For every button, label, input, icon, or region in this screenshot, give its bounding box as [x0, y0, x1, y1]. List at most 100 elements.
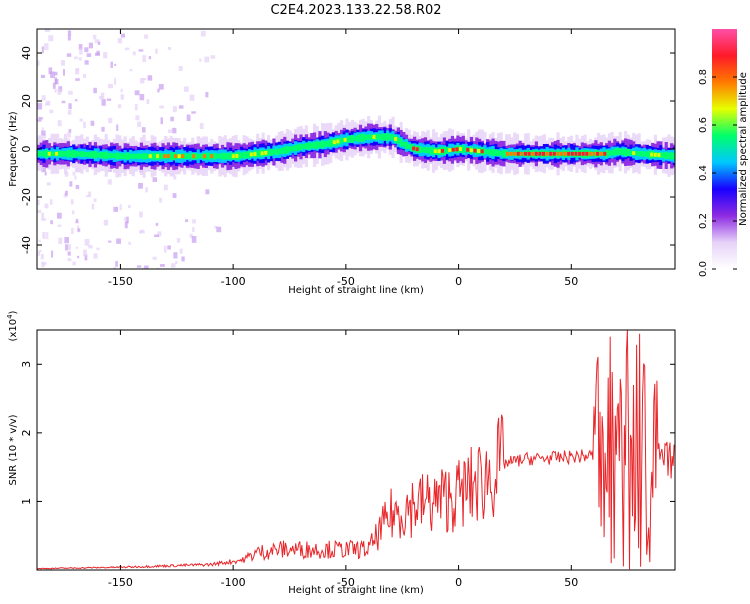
heatmap-cell [193, 168, 197, 173]
heatmap-cell [248, 151, 252, 159]
heatmap-cell [672, 152, 675, 160]
y-tick-label: 20 [20, 94, 33, 108]
heatmap-cell [429, 146, 433, 155]
heatmap-cell [189, 94, 195, 101]
heatmap-cell [140, 229, 144, 233]
colorbar-tick-label: 0.2 [698, 213, 709, 229]
heatmap-cell [120, 153, 125, 159]
heatmap-cell [431, 147, 436, 155]
y-tick-label: 1 [20, 498, 33, 505]
heatmap-cell [46, 232, 49, 240]
heatmap-cell [138, 182, 143, 189]
heatmap-cell [123, 153, 127, 160]
heatmap-cell [131, 153, 135, 159]
heatmap-cell [229, 152, 233, 160]
x-tick-label: 50 [564, 275, 578, 288]
figure-title: C2E4.2023.133.22.58.R02 [270, 3, 441, 18]
spectrogram-panel: -150 -100 -50 0 50 -40 -20 0 20 40 Height of strai… [8, 28, 676, 296]
heatmap-cell [661, 152, 666, 159]
heatmap-cell [183, 153, 187, 160]
y-tick-label: 3 [20, 361, 33, 368]
heatmap-cell [157, 88, 160, 93]
heatmap-cell [642, 151, 647, 157]
heatmap-cell [391, 134, 395, 141]
heatmap-cell [549, 151, 553, 156]
heatmap-cell [527, 151, 531, 156]
heatmap-cell [494, 149, 498, 156]
heatmap-cell [185, 219, 189, 223]
x-axis-label: Height of straight line (km) [288, 285, 424, 296]
heatmap-cell [147, 75, 153, 81]
heatmap-cell [134, 90, 140, 96]
heatmap-cell [407, 144, 411, 149]
heatmap-cell [84, 254, 88, 261]
heatmap-cell [361, 133, 365, 142]
heatmap-cell [66, 150, 70, 158]
heatmap-cell [75, 78, 80, 81]
heatmap-cell [52, 82, 56, 89]
heatmap-cell [113, 266, 117, 269]
heatmap-cell [104, 151, 108, 160]
heatmap-cell [51, 250, 54, 258]
heatmap-cell [315, 141, 319, 149]
heatmap-cell [563, 151, 567, 156]
heatmap-cell [348, 136, 352, 143]
colorbar: 0.0 0.2 0.4 0.6 0.8 Normalized spectral ampli… [698, 29, 749, 277]
heatmap-cell [323, 141, 327, 147]
heatmap-cell [176, 238, 181, 243]
heatmap-cell [552, 151, 556, 156]
heatmap-cell [39, 249, 42, 253]
heatmap-cell [67, 30, 72, 36]
heatmap-cell [159, 197, 162, 203]
heatmap-cell [160, 117, 163, 125]
colorbar-tick-label: 0.0 [698, 261, 709, 277]
heatmap-cell [650, 152, 654, 157]
heatmap-cell [469, 148, 473, 153]
heatmap-cell [152, 177, 157, 183]
heatmap-cell [64, 151, 68, 157]
heatmap-cell [86, 53, 92, 57]
heatmap-cell [155, 222, 159, 226]
heatmap-cell [516, 151, 520, 156]
heatmap-cell [55, 151, 59, 156]
heatmap-cell [75, 218, 79, 223]
heatmap-cell [459, 147, 463, 151]
heatmap-cell [107, 153, 111, 158]
heatmap-cell [61, 150, 65, 157]
heatmap-cell [253, 152, 257, 156]
heatmap-cell [207, 152, 211, 160]
heatmap-cell [96, 152, 100, 158]
heatmap-cell [618, 148, 622, 155]
heatmap-cell [266, 149, 271, 156]
heatmap-cell [578, 151, 582, 156]
heatmap-cell [78, 44, 83, 50]
heatmap-cell [170, 263, 176, 268]
heatmap-cell [118, 153, 122, 159]
heatmap-cell [50, 71, 55, 79]
heatmap-cell [634, 151, 639, 156]
heatmap-cell [183, 86, 189, 92]
heatmap-cell [667, 152, 671, 159]
heatmap-cell [60, 60, 66, 66]
heatmap-cell [653, 152, 657, 157]
heatmap-cell [41, 130, 46, 136]
heatmap-cell [128, 241, 131, 245]
heatmap-cell [541, 151, 545, 156]
heatmap-cell [659, 152, 663, 159]
heatmap-cell [166, 154, 170, 159]
x-tick-label: -100 [221, 576, 246, 589]
colorbar-label: Normalized spectral amplitude [738, 72, 749, 226]
heatmap-cell [99, 95, 103, 100]
heatmap-cell [399, 138, 403, 147]
heatmap-cell [169, 152, 173, 161]
heatmap-cell [88, 245, 93, 249]
heatmap-cell [75, 246, 79, 249]
heatmap-cell [545, 151, 549, 156]
heatmap-cell [523, 151, 527, 156]
heatmap-cell [71, 210, 75, 215]
heatmap-cell [103, 51, 108, 59]
heatmap-cell [129, 68, 133, 72]
heatmap-cell [204, 152, 208, 160]
heatmap-cell [37, 119, 42, 122]
y-tick-label: -20 [20, 188, 33, 206]
